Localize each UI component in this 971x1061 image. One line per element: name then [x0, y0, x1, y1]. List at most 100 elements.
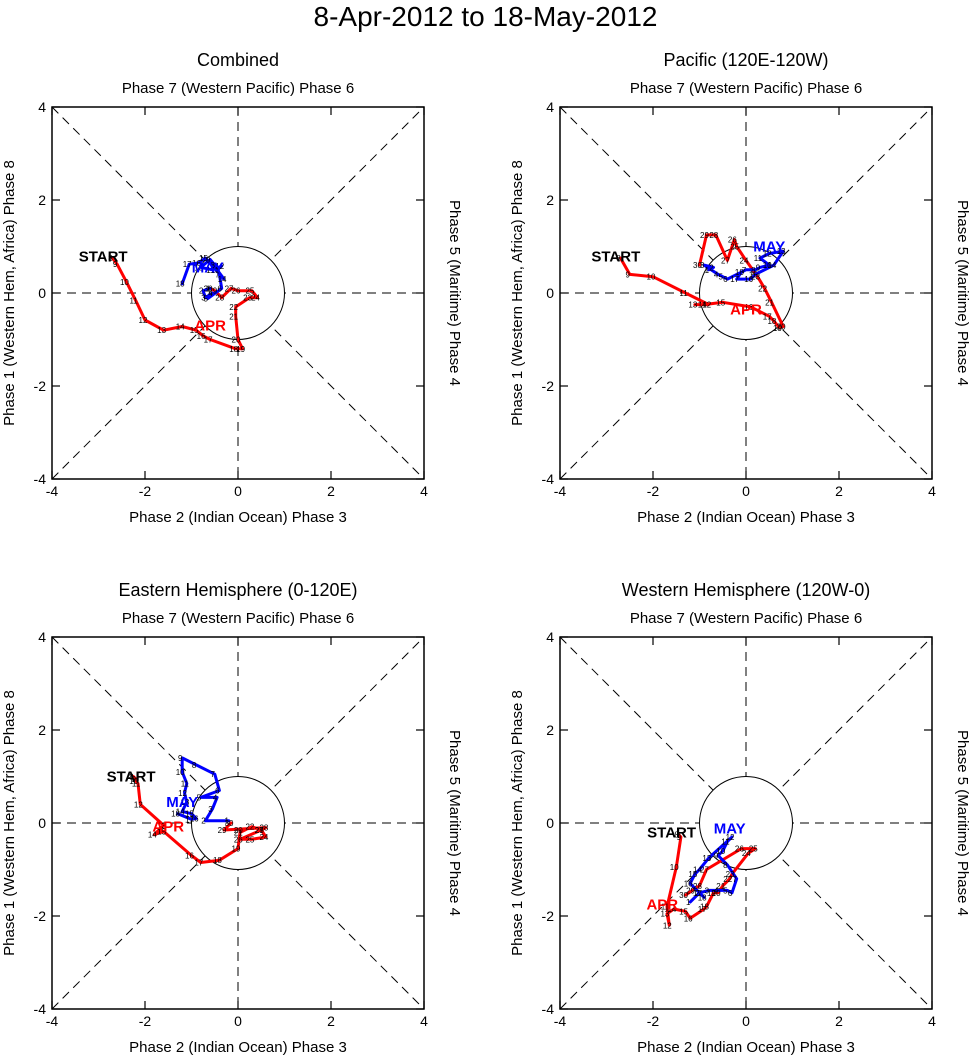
y-tick-label: 0: [38, 285, 46, 301]
day-label: 8: [211, 261, 216, 270]
x-tick-label: 0: [742, 483, 750, 499]
day-label: 26: [728, 236, 737, 245]
panel-title: Western Hemisphere (120W-0): [622, 580, 870, 600]
x-tick-label: 4: [928, 483, 936, 499]
day-label: 16: [684, 914, 693, 923]
start-label: START: [591, 249, 640, 266]
day-label: 5: [723, 886, 728, 895]
y-tick-label: -2: [34, 908, 47, 924]
day-label: 17: [730, 275, 739, 284]
day-label: 14: [667, 905, 676, 914]
day-label: 9: [131, 775, 136, 784]
x-tick-label: 2: [327, 1013, 335, 1029]
day-label: 7: [215, 270, 220, 279]
day-label: 22: [758, 284, 767, 293]
day-label: 2: [199, 287, 204, 296]
y-tick-label: 4: [546, 629, 554, 645]
day-label: 12: [134, 800, 143, 809]
x-tick-label: -4: [554, 1013, 567, 1029]
day-label: 8: [108, 254, 113, 263]
day-label: 30: [204, 284, 213, 293]
day-label: 23: [243, 294, 252, 303]
series-line-may: [180, 256, 226, 301]
day-label: 26: [232, 287, 241, 296]
day-label: 13: [660, 910, 669, 919]
series-line-may: [688, 835, 739, 904]
day-label: 7: [732, 875, 737, 884]
day-label: 9: [756, 263, 761, 272]
x-tick-label: -4: [554, 483, 567, 499]
top-phase-label: Phase 7 (Western Pacific) Phase 6: [122, 610, 354, 627]
day-label: 10: [716, 847, 725, 856]
day-label: 15: [749, 270, 758, 279]
day-label: 11: [721, 838, 730, 847]
day-label: 7: [211, 770, 216, 779]
day-label: 20: [234, 826, 243, 835]
panel-title: Eastern Hemisphere (0-120E): [118, 580, 357, 600]
day-label: 11: [130, 296, 139, 305]
day-label: 20: [777, 322, 786, 331]
x-tick-label: 0: [234, 1013, 242, 1029]
day-label: 14: [148, 831, 157, 840]
panel-4: Western Hemisphere (120W-0) Phase 7 (West…: [509, 580, 971, 1056]
y-axis-label: Phase 1 (Western Hem, Africa) Phase 8: [509, 160, 526, 426]
day-label: 8: [674, 831, 679, 840]
day-label: 12: [215, 262, 224, 271]
month-label-apr: APR: [730, 301, 762, 318]
day-label: 13: [777, 247, 786, 256]
day-label: 10: [120, 278, 129, 287]
right-phase-label: Phase 5 (Maritime) Phase 4: [954, 200, 971, 386]
y-tick-label: 0: [546, 815, 554, 831]
x-tick-label: -4: [46, 1013, 59, 1029]
day-label: 3: [700, 261, 705, 270]
x-axis-label: Phase 2 (Indian Ocean) Phase 3: [637, 509, 855, 526]
day-label: 12: [139, 316, 148, 325]
day-label: 20: [232, 336, 241, 345]
day-label: 15: [157, 827, 166, 836]
day-label: 22: [245, 823, 254, 832]
day-label: 8: [192, 761, 197, 770]
day-label: 10: [647, 273, 656, 282]
y-tick-label: 2: [546, 722, 554, 738]
day-label: 18: [229, 345, 238, 354]
day-label: 20: [712, 889, 721, 898]
month-label-apr: APR: [152, 819, 184, 836]
day-label: 19: [773, 324, 782, 333]
x-tick-label: -2: [139, 483, 152, 499]
x-tick-label: 4: [420, 483, 428, 499]
day-label: 17: [194, 859, 203, 868]
x-tick-label: -2: [647, 1013, 660, 1029]
day-label: 17: [763, 312, 772, 321]
day-label: 16: [185, 852, 194, 861]
y-tick-label: 2: [38, 192, 46, 208]
start-label: START: [79, 249, 128, 266]
day-label: 18: [698, 893, 707, 902]
day-label: 28: [215, 294, 224, 303]
day-label: 13: [157, 326, 166, 335]
y-axis-label: Phase 1 (Western Hem, Africa) Phase 8: [1, 690, 18, 956]
day-label: 30: [679, 891, 688, 900]
day-label: 24: [742, 849, 751, 858]
day-label: 15: [190, 326, 199, 335]
day-label: 5: [197, 793, 202, 802]
day-label: 14: [693, 866, 702, 875]
y-tick-label: -4: [542, 471, 555, 487]
x-tick-label: 4: [928, 1013, 936, 1029]
x-tick-label: 2: [327, 483, 335, 499]
y-tick-label: -4: [34, 1001, 47, 1017]
day-label: 21: [234, 828, 243, 837]
month-label-may: MAY: [753, 239, 785, 256]
day-label: 15: [185, 810, 194, 819]
panel-title: Combined: [197, 50, 279, 70]
month-label-may: MAY: [714, 821, 746, 838]
x-tick-label: -4: [46, 483, 59, 499]
day-label: 19: [232, 845, 241, 854]
y-tick-label: 0: [546, 285, 554, 301]
day-label: 27: [255, 826, 264, 835]
day-label: 24: [740, 256, 749, 265]
day-label: 30: [225, 819, 234, 828]
day-label: 13: [702, 854, 711, 863]
series-line-apr: [110, 256, 259, 351]
day-label: 10: [670, 863, 679, 872]
day-label: 4: [213, 793, 218, 802]
